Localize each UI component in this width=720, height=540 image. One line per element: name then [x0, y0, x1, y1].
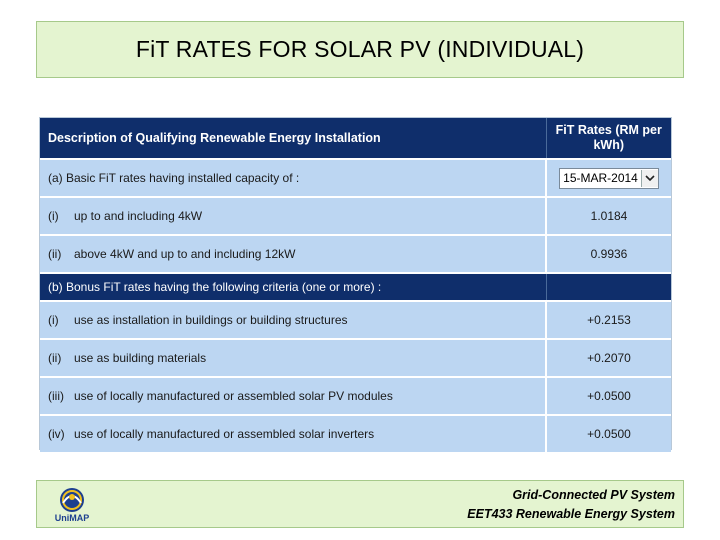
slide-title: FiT RATES FOR SOLAR PV (INDIVIDUAL): [135, 36, 585, 62]
table-row: (iv) use of locally manufactured or assem…: [40, 414, 671, 452]
row-description: above 4kW and up to and including 12kW: [74, 247, 296, 261]
section-b-label: (b) Bonus FiT rates having the following…: [40, 272, 547, 301]
row-number: (i): [48, 209, 59, 223]
header-rate-line2: kWh): [593, 138, 625, 152]
row-rate: +0.0500: [546, 414, 671, 452]
row-description: use of locally manufactured or assembled…: [74, 427, 375, 441]
row-number: (iii): [48, 389, 64, 403]
table-header-row: Description of Qualifying Renewable Ener…: [40, 118, 671, 159]
row-number: (i): [48, 313, 59, 327]
unimap-logo: UniMAP: [49, 485, 95, 525]
row-description: use as building materials: [74, 351, 207, 365]
row-number: (iv): [48, 427, 65, 441]
table-row: (i) use as installation in buildings or b…: [40, 300, 671, 339]
header-description: Description of Qualifying Renewable Ener…: [40, 118, 547, 159]
section-a-row: (a) Basic FiT rates having installed cap…: [40, 158, 671, 197]
row-description: up to and including 4kW: [74, 209, 203, 223]
section-b-row: (b) Bonus FiT rates having the following…: [40, 272, 671, 301]
table-row: (ii) use as building materials +0.2070: [40, 338, 671, 377]
footer-box: UniMAP Grid-Connected PV System EET433 R…: [36, 480, 684, 528]
date-select[interactable]: 15-MAR-2014: [559, 167, 659, 189]
footer-line1: Grid-Connected PV System: [512, 488, 675, 502]
row-number: (ii): [48, 351, 62, 365]
footer-line2: EET433 Renewable Energy System: [467, 507, 675, 521]
section-a-label: (a) Basic FiT rates having installed cap…: [40, 158, 547, 197]
row-description: use as installation in buildings or buil…: [74, 313, 348, 327]
row-rate: 0.9936: [546, 234, 671, 273]
row-rate: 1.0184: [546, 196, 671, 235]
header-rate: FiT Rates (RM per kWh): [546, 118, 671, 159]
header-rate-line1: FiT Rates (RM per: [555, 123, 662, 137]
row-rate: +0.0500: [546, 376, 671, 415]
table-row: (ii) above 4kW and up to and including 12…: [40, 234, 671, 273]
logo-text: UniMAP: [54, 513, 90, 523]
row-description: use of locally manufactured or assembled…: [74, 389, 393, 403]
fit-rates-table: Description of Qualifying Renewable Ener…: [39, 117, 672, 452]
table-row: (iii) use of locally manufactured or asse…: [40, 376, 671, 415]
table-row: (i) up to and including 4kW 1.0184: [40, 196, 671, 235]
date-select-value: 15-MAR-2014: [563, 171, 638, 185]
chevron-down-icon[interactable]: [640, 169, 658, 187]
row-rate: +0.2070: [546, 338, 671, 377]
row-rate: +0.2153: [546, 300, 671, 339]
slide-title-box: FiT RATES FOR SOLAR PV (INDIVIDUAL): [36, 21, 684, 78]
row-number: (ii): [48, 247, 62, 261]
footer-text: Grid-Connected PV System EET433 Renewabl…: [467, 486, 675, 524]
